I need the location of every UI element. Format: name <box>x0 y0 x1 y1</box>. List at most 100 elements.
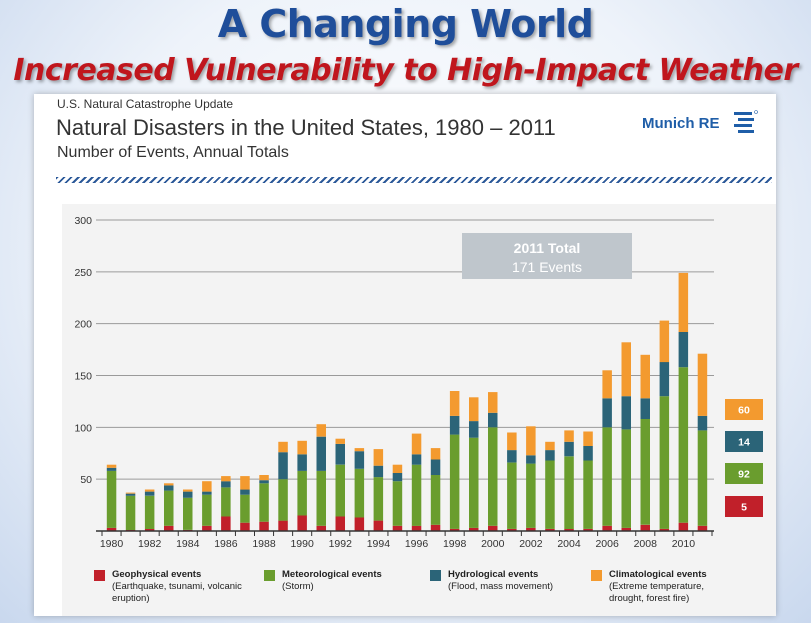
bar-2002-geophysical <box>526 527 536 531</box>
legend-desc-climatological: (Extreme temperature, drought, forest fi… <box>609 581 705 604</box>
bar-1985-hydrological <box>202 491 212 495</box>
x-tick-label-1992: 1992 <box>329 538 353 550</box>
bar-1988-geophysical <box>259 521 269 531</box>
bar-1989-hydrological <box>278 452 288 480</box>
y-tick-label-150: 150 <box>74 371 92 383</box>
bar-1997-hydrological <box>430 459 441 475</box>
bar-2008-geophysical <box>640 524 650 531</box>
chart-title: Natural Disasters in the United States, … <box>56 115 556 140</box>
bar-1995-geophysical <box>392 525 403 531</box>
bar-2006-climatological <box>602 370 612 399</box>
bar-1999-climatological <box>469 397 479 422</box>
bar-1983-meteorological <box>164 490 174 526</box>
bar-1987-geophysical <box>240 522 250 531</box>
bar-2001-geophysical <box>507 528 517 531</box>
breakdown-value-climatological: 60 <box>738 405 750 417</box>
bar-1998-climatological <box>449 391 460 416</box>
breakdown-box-meteorological <box>725 463 763 484</box>
callout-title: 2011 Total <box>514 240 581 256</box>
legend-desc-geophysical: (Earthquake, tsunami, volcanic eruption) <box>112 581 242 604</box>
legend-swatch-geophysical <box>94 570 105 581</box>
y-tick-label-50: 50 <box>80 474 92 486</box>
y-tick-label-300: 300 <box>74 215 92 227</box>
legend-label-climatological: Climatological events <box>609 569 707 580</box>
bar-1988-hydrological <box>259 480 269 484</box>
bar-1999-hydrological <box>469 421 479 438</box>
munich-re-logo: Munich RE <box>642 109 772 139</box>
x-tick-label-1990: 1990 <box>290 538 314 550</box>
bar-1982-geophysical <box>144 528 155 531</box>
x-tick-label-2002: 2002 <box>519 538 543 550</box>
x-tick-label-1998: 1998 <box>443 538 467 550</box>
bar-1994-geophysical <box>373 520 384 531</box>
bar-2003-meteorological <box>545 460 555 529</box>
bar-2002-climatological <box>526 426 536 456</box>
bar-1993-hydrological <box>354 451 365 469</box>
x-tick-label-2008: 2008 <box>634 538 658 550</box>
bar-2010-geophysical <box>678 522 689 531</box>
bar-1983-climatological <box>164 483 174 486</box>
hatch-divider <box>56 177 772 183</box>
bar-1990-geophysical <box>297 515 307 531</box>
bar-1986-geophysical <box>221 516 231 531</box>
bar-1990-climatological <box>297 440 307 455</box>
bar-1984-climatological <box>183 489 193 492</box>
bar-2004-meteorological <box>564 456 574 529</box>
bar-2003-hydrological <box>545 450 555 461</box>
bar-2009-meteorological <box>659 396 670 529</box>
bar-1985-meteorological <box>202 494 212 526</box>
bar-1987-climatological <box>240 476 250 490</box>
bar-2007-climatological <box>621 342 631 397</box>
bar-1985-geophysical <box>202 525 212 531</box>
bar-1985-climatological <box>202 481 212 492</box>
logo-mark-icon <box>734 110 758 133</box>
headline: A Changing World <box>217 2 594 46</box>
bar-2003-geophysical <box>545 528 555 531</box>
breakdown-box-hydrological <box>725 431 763 452</box>
bar-1998-meteorological <box>449 434 460 529</box>
bar-2005-hydrological <box>583 446 593 461</box>
bar-1988-climatological <box>259 475 269 481</box>
bar-2000-climatological <box>488 392 498 413</box>
bar-2008-meteorological <box>640 419 650 525</box>
chart-subtitle: Number of Events, Annual Totals <box>57 144 289 161</box>
bar-1980-hydrological <box>106 467 117 471</box>
bar-1990-hydrological <box>297 454 307 471</box>
bar-1986-climatological <box>221 476 231 482</box>
x-tick-label-1996: 1996 <box>405 538 429 550</box>
x-tick-label-2010: 2010 <box>672 538 696 550</box>
bar-1996-meteorological <box>411 464 422 526</box>
bar-1992-meteorological <box>335 464 345 517</box>
bar-2008-climatological <box>640 354 650 399</box>
bar-1997-geophysical <box>430 524 441 531</box>
bar-1989-meteorological <box>278 479 288 521</box>
bar-2000-hydrological <box>488 412 498 428</box>
bar-1983-geophysical <box>164 525 174 531</box>
bar-2006-hydrological <box>602 398 612 428</box>
plot-area: 50 100 150 200 250 300 1980 1982 1984 1986 1988 199… <box>62 204 776 616</box>
bar-2007-geophysical <box>621 527 631 531</box>
x-tick-label-1988: 1988 <box>252 538 276 550</box>
bar-1987-hydrological <box>240 489 250 495</box>
breakdown-value-geophysical: 5 <box>741 502 747 514</box>
bar-2009-climatological <box>659 320 670 363</box>
bar-1995-climatological <box>392 464 403 473</box>
bar-2002-meteorological <box>526 463 536 528</box>
stacked-bar-chart: 50 100 150 200 250 300 1980 1982 1984 1986 1988 199… <box>74 215 763 550</box>
callout-box <box>462 233 632 279</box>
bar-2006-geophysical <box>602 525 612 531</box>
breakdown-value-hydrological: 14 <box>738 437 750 449</box>
bar-1980-meteorological <box>106 470 117 528</box>
breakdown-box-climatological <box>725 399 763 420</box>
bar-1988-meteorological <box>259 483 269 522</box>
bar-2000-geophysical <box>488 525 498 531</box>
bar-2011-meteorological <box>697 430 708 526</box>
bar-1981-meteorological <box>125 495 136 530</box>
legend-label-geophysical: Geophysical events <box>112 569 202 580</box>
bar-1993-climatological <box>354 448 365 452</box>
update-label: U.S. Natural Catastrophe Update <box>57 97 234 111</box>
bar-1998-hydrological <box>449 415 460 435</box>
x-tick-label-1982: 1982 <box>138 538 162 550</box>
legend-desc-hydrological: (Flood, mass movement) <box>448 581 554 592</box>
bar-2007-hydrological <box>621 396 631 430</box>
